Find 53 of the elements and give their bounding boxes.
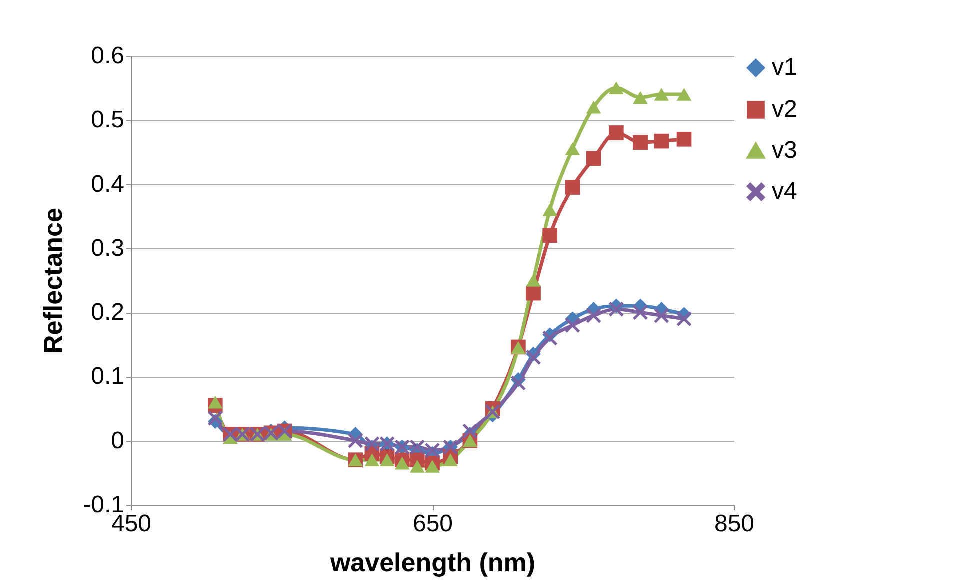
point <box>542 228 558 244</box>
x-axis-title: wavelength (nm) <box>329 548 536 578</box>
point <box>425 460 440 473</box>
point <box>633 305 648 320</box>
point <box>676 88 692 101</box>
point <box>208 396 223 409</box>
point <box>410 440 425 455</box>
point <box>364 454 380 467</box>
point <box>526 274 541 287</box>
point <box>609 82 624 94</box>
point <box>609 126 624 140</box>
y-tick-label: 0.3 <box>91 234 124 262</box>
point <box>364 436 380 452</box>
point <box>586 308 602 324</box>
point <box>526 286 541 301</box>
y-tick-label: 0 <box>111 427 124 454</box>
legend-label: v3 <box>772 137 798 164</box>
y-tick-label: 0.1 <box>91 363 124 390</box>
legend-label: v1 <box>772 54 798 81</box>
point <box>410 460 425 473</box>
point <box>565 318 580 333</box>
x-tick-label: 850 <box>714 510 755 538</box>
point <box>654 134 670 149</box>
point <box>654 308 670 324</box>
y-tick-label: 0.6 <box>91 42 124 70</box>
point <box>565 142 580 156</box>
point <box>394 456 410 470</box>
y-tick-label: 0.4 <box>91 170 124 198</box>
point <box>586 151 602 166</box>
point <box>542 330 558 346</box>
point <box>565 180 580 195</box>
legend-label: v4 <box>772 178 798 205</box>
point <box>654 88 670 101</box>
point <box>511 376 526 391</box>
x-tick-label: 650 <box>412 510 454 538</box>
point <box>380 454 395 467</box>
point <box>676 132 692 147</box>
point <box>443 454 458 467</box>
y-tick-label: 0.2 <box>91 299 124 326</box>
point <box>462 424 478 439</box>
point <box>208 410 223 426</box>
point <box>633 91 648 104</box>
point <box>425 443 440 458</box>
point <box>526 350 541 365</box>
point <box>633 135 648 150</box>
point <box>586 100 602 114</box>
point <box>348 433 364 448</box>
y-axis-title: Reflectance <box>38 208 68 354</box>
legend-label: v2 <box>772 96 798 123</box>
point <box>609 302 624 317</box>
y-tick-label: 0.5 <box>91 106 124 134</box>
point <box>676 312 692 326</box>
point <box>542 204 558 216</box>
